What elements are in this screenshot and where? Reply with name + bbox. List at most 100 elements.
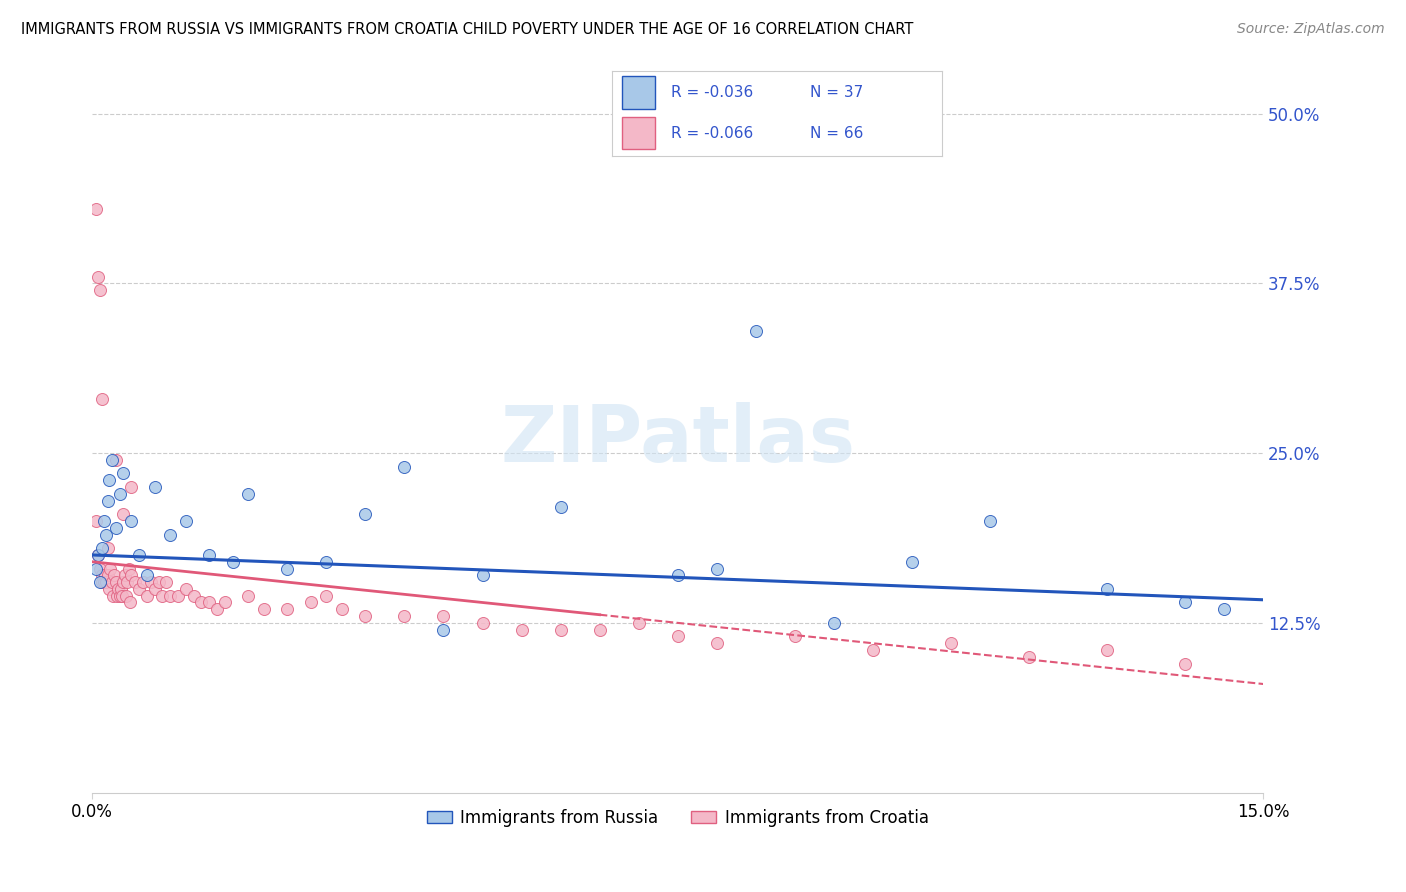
- Y-axis label: Child Poverty Under the Age of 16: Child Poverty Under the Age of 16: [0, 309, 7, 570]
- Point: [104, 521, 127, 535]
- Point: [87, 548, 110, 562]
- Point: [89, 575, 111, 590]
- Point: [432, 623, 454, 637]
- Point: [745, 324, 768, 338]
- Point: [432, 609, 454, 624]
- Point: [550, 623, 572, 637]
- Text: N = 66: N = 66: [810, 126, 863, 141]
- Point: [510, 623, 533, 637]
- Point: [354, 609, 377, 624]
- Point: [105, 589, 128, 603]
- Point: [89, 283, 111, 297]
- Point: [93, 575, 115, 590]
- Point: [90, 392, 112, 406]
- Point: [98, 561, 121, 575]
- Point: [214, 595, 236, 609]
- Point: [627, 615, 650, 630]
- Point: [174, 514, 197, 528]
- Point: [112, 467, 135, 481]
- Point: [93, 514, 115, 528]
- Point: [128, 582, 150, 596]
- Text: R = -0.036: R = -0.036: [671, 85, 754, 100]
- Point: [588, 623, 610, 637]
- Point: [132, 575, 155, 590]
- Point: [100, 575, 122, 590]
- Point: [118, 595, 141, 609]
- Text: ZIPatlas: ZIPatlas: [501, 401, 855, 477]
- Legend: Immigrants from Russia, Immigrants from Croatia: Immigrants from Russia, Immigrants from …: [420, 803, 935, 834]
- Point: [112, 507, 135, 521]
- Point: [979, 514, 1001, 528]
- Point: [117, 575, 139, 590]
- Point: [98, 473, 121, 487]
- Point: [159, 589, 181, 603]
- Point: [159, 527, 181, 541]
- Point: [155, 575, 177, 590]
- Point: [471, 568, 494, 582]
- Point: [330, 602, 353, 616]
- Point: [108, 487, 131, 501]
- Point: [666, 568, 689, 582]
- Point: [1018, 649, 1040, 664]
- Point: [98, 582, 121, 596]
- Point: [120, 568, 142, 582]
- Point: [107, 582, 129, 596]
- Point: [89, 561, 111, 575]
- Point: [90, 541, 112, 556]
- Point: [471, 615, 494, 630]
- Point: [394, 459, 416, 474]
- Point: [706, 561, 728, 575]
- Point: [104, 575, 127, 590]
- Point: [222, 555, 245, 569]
- Point: [84, 514, 107, 528]
- Point: [1095, 582, 1118, 596]
- Point: [205, 602, 228, 616]
- Point: [783, 630, 806, 644]
- Point: [103, 568, 125, 582]
- Point: [315, 555, 337, 569]
- Text: R = -0.066: R = -0.066: [671, 126, 754, 141]
- Point: [174, 582, 197, 596]
- Point: [94, 568, 117, 582]
- Point: [114, 568, 136, 582]
- Point: [238, 487, 260, 501]
- Point: [91, 575, 114, 590]
- Point: [167, 589, 190, 603]
- Point: [143, 582, 166, 596]
- Point: [1095, 643, 1118, 657]
- Point: [238, 589, 260, 603]
- Point: [97, 568, 120, 582]
- Point: [97, 493, 120, 508]
- Point: [84, 202, 107, 216]
- Bar: [621, 77, 655, 109]
- Point: [90, 568, 112, 582]
- Point: [183, 589, 205, 603]
- Point: [1213, 602, 1236, 616]
- Point: [135, 568, 157, 582]
- Point: [152, 589, 174, 603]
- Point: [120, 480, 142, 494]
- Point: [862, 643, 884, 657]
- Point: [110, 582, 132, 596]
- Point: [666, 630, 689, 644]
- Point: [276, 561, 298, 575]
- Point: [111, 589, 134, 603]
- Point: [939, 636, 962, 650]
- Point: [706, 636, 728, 650]
- Point: [96, 527, 118, 541]
- Point: [124, 575, 146, 590]
- Text: Source: ZipAtlas.com: Source: ZipAtlas.com: [1237, 22, 1385, 37]
- Text: IMMIGRANTS FROM RUSSIA VS IMMIGRANTS FROM CROATIA CHILD POVERTY UNDER THE AGE OF: IMMIGRANTS FROM RUSSIA VS IMMIGRANTS FRO…: [21, 22, 914, 37]
- Point: [87, 548, 110, 562]
- Point: [112, 575, 135, 590]
- Text: N = 37: N = 37: [810, 85, 863, 100]
- Point: [118, 561, 141, 575]
- Point: [84, 561, 107, 575]
- Point: [550, 500, 572, 515]
- Point: [1174, 595, 1197, 609]
- Point: [823, 615, 845, 630]
- Point: [96, 575, 118, 590]
- Point: [901, 555, 924, 569]
- Bar: [621, 117, 655, 149]
- Point: [394, 609, 416, 624]
